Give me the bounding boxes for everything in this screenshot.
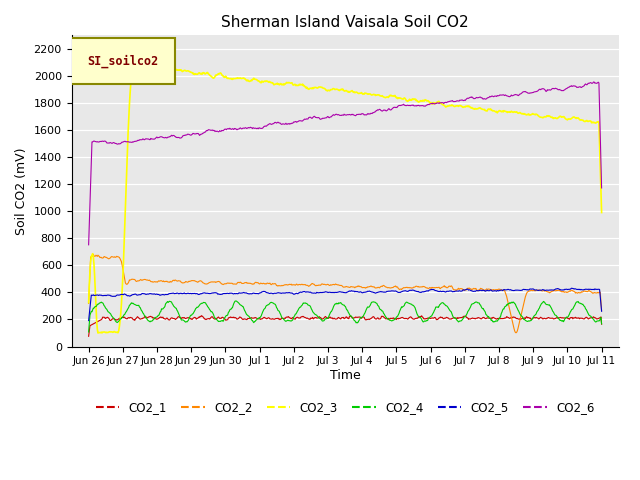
- CO2_1: [198, 313, 205, 319]
- CO2_4: [266, 301, 273, 307]
- CO2_6: [589, 79, 597, 85]
- CO2_1: [240, 316, 248, 322]
- CO2_2: [240, 280, 248, 286]
- CO2_5: [426, 287, 434, 293]
- Line: CO2_6: CO2_6: [88, 82, 602, 245]
- CO2_4: [84, 329, 92, 335]
- CO2_2: [428, 286, 435, 291]
- CO2_6: [265, 122, 273, 128]
- CO2_4: [285, 318, 292, 324]
- Line: CO2_3: CO2_3: [88, 64, 602, 333]
- CO2_4: [598, 321, 605, 327]
- CO2_5: [398, 289, 406, 295]
- Line: CO2_5: CO2_5: [88, 288, 602, 321]
- CO2_3: [138, 61, 145, 67]
- CO2_3: [84, 300, 92, 305]
- CO2_3: [399, 96, 407, 102]
- CO2_3: [94, 330, 102, 336]
- Title: Sherman Island Vaisala Soil CO2: Sherman Island Vaisala Soil CO2: [221, 15, 469, 30]
- CO2_2: [146, 277, 154, 283]
- CO2_2: [399, 286, 406, 291]
- CO2_6: [145, 136, 153, 142]
- CO2_2: [90, 252, 97, 257]
- CO2_5: [598, 308, 605, 314]
- CO2_1: [399, 314, 406, 320]
- CO2_6: [84, 242, 92, 248]
- Line: CO2_1: CO2_1: [88, 316, 602, 336]
- CO2_2: [598, 308, 605, 313]
- Line: CO2_2: CO2_2: [88, 254, 602, 333]
- CO2_3: [266, 79, 274, 85]
- CO2_3: [428, 101, 436, 107]
- CO2_2: [84, 300, 92, 306]
- CO2_3: [241, 76, 248, 82]
- CO2_3: [598, 210, 605, 216]
- Line: CO2_4: CO2_4: [88, 301, 602, 332]
- Text: SI_soilco2: SI_soilco2: [87, 54, 158, 68]
- CO2_1: [598, 321, 605, 327]
- CO2_3: [285, 80, 293, 85]
- Y-axis label: Soil CO2 (mV): Soil CO2 (mV): [15, 147, 28, 235]
- CO2_6: [284, 121, 292, 127]
- CO2_4: [240, 305, 248, 311]
- CO2_2: [512, 330, 520, 336]
- X-axis label: Time: Time: [330, 369, 360, 382]
- CO2_4: [399, 304, 406, 310]
- CO2_1: [84, 334, 92, 339]
- CO2_5: [145, 291, 153, 297]
- CO2_4: [145, 318, 153, 324]
- CO2_5: [568, 285, 575, 291]
- CO2_1: [285, 314, 292, 320]
- CO2_4: [232, 298, 239, 304]
- CO2_2: [285, 282, 292, 288]
- CO2_1: [266, 315, 273, 321]
- CO2_6: [598, 185, 605, 191]
- CO2_5: [84, 318, 92, 324]
- CO2_2: [266, 281, 273, 287]
- CO2_5: [265, 290, 273, 296]
- CO2_3: [147, 66, 154, 72]
- CO2_6: [426, 101, 434, 107]
- FancyBboxPatch shape: [68, 38, 175, 84]
- CO2_1: [145, 314, 153, 320]
- CO2_5: [239, 290, 247, 296]
- CO2_4: [428, 313, 435, 319]
- CO2_5: [284, 290, 292, 296]
- CO2_6: [239, 125, 247, 131]
- CO2_6: [398, 102, 406, 108]
- Legend: CO2_1, CO2_2, CO2_3, CO2_4, CO2_5, CO2_6: CO2_1, CO2_2, CO2_3, CO2_4, CO2_5, CO2_6: [91, 396, 600, 419]
- CO2_1: [428, 315, 435, 321]
